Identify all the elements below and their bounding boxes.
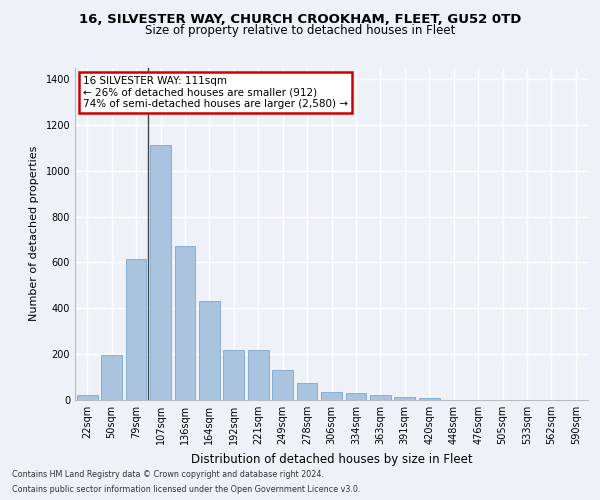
Text: Contains public sector information licensed under the Open Government Licence v3: Contains public sector information licen…: [12, 485, 361, 494]
Bar: [125, 259, 146, 400]
Bar: [77, 396, 98, 400]
Y-axis label: Number of detached properties: Number of detached properties: [29, 146, 38, 322]
Bar: [394, 396, 415, 400]
Bar: [370, 396, 391, 400]
Bar: [346, 393, 367, 400]
Bar: [150, 146, 171, 400]
Bar: [296, 384, 317, 400]
Text: Size of property relative to detached houses in Fleet: Size of property relative to detached ho…: [145, 24, 455, 37]
Bar: [101, 356, 122, 400]
X-axis label: Distribution of detached houses by size in Fleet: Distribution of detached houses by size …: [191, 452, 472, 466]
Text: Contains HM Land Registry data © Crown copyright and database right 2024.: Contains HM Land Registry data © Crown c…: [12, 470, 324, 479]
Bar: [175, 246, 196, 400]
Bar: [321, 392, 342, 400]
Text: 16, SILVESTER WAY, CHURCH CROOKHAM, FLEET, GU52 0TD: 16, SILVESTER WAY, CHURCH CROOKHAM, FLEE…: [79, 13, 521, 26]
Text: 16 SILVESTER WAY: 111sqm
← 26% of detached houses are smaller (912)
74% of semi-: 16 SILVESTER WAY: 111sqm ← 26% of detach…: [83, 76, 347, 109]
Bar: [223, 350, 244, 400]
Bar: [248, 350, 269, 400]
Bar: [199, 302, 220, 400]
Bar: [419, 398, 440, 400]
Bar: [272, 370, 293, 400]
